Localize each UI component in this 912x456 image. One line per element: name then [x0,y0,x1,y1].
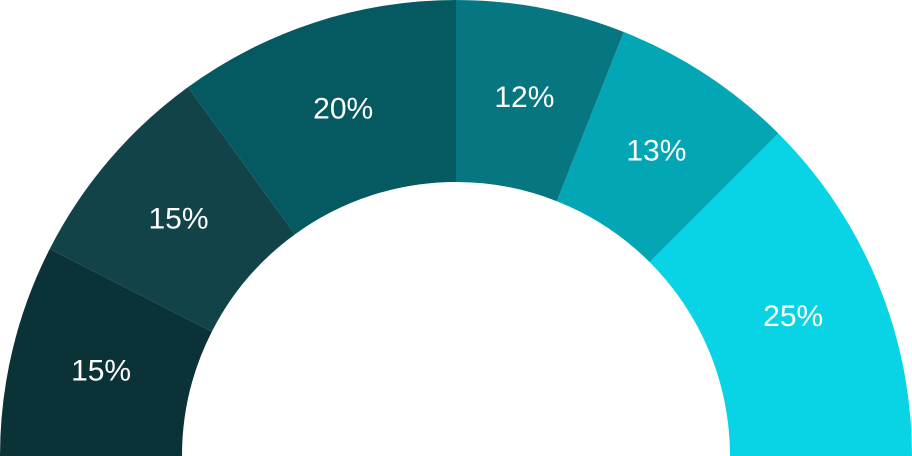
slice-6 [649,133,912,456]
slice-2 [49,87,295,332]
slice-1-label: 15% [71,354,131,387]
slice-1 [0,248,212,456]
slice-5-label: 13% [626,134,686,167]
slice-6-label: 25% [763,300,823,333]
slice-3 [187,0,457,235]
slice-4 [456,0,624,202]
slice-4-label: 12% [494,81,554,114]
slice-3-label: 20% [313,92,373,125]
slice-2-label: 15% [148,203,208,236]
slice-5 [556,32,779,263]
